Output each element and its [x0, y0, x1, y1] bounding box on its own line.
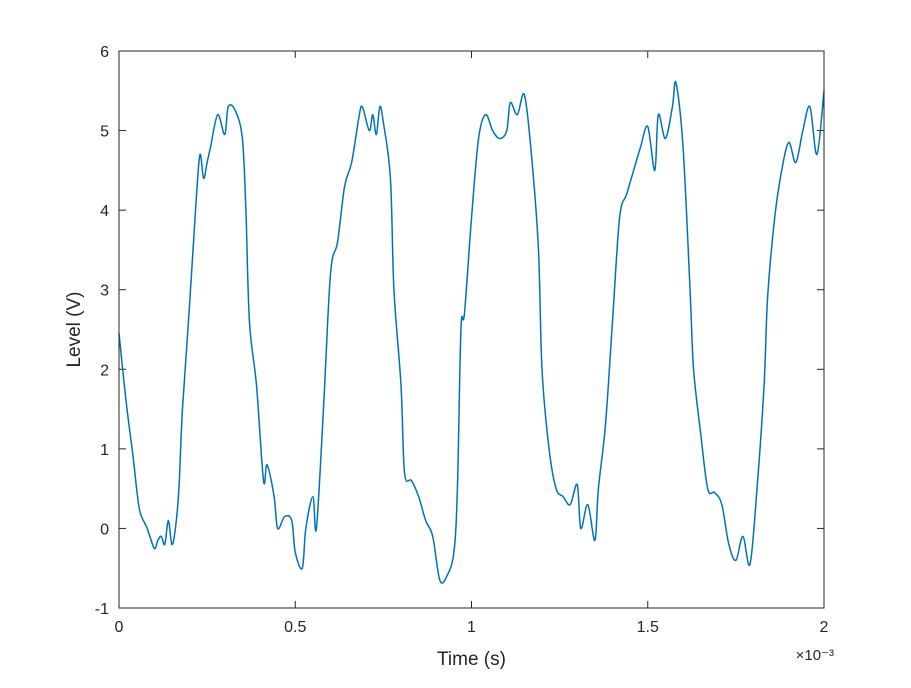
y-tick-label: 6 [100, 44, 109, 61]
x-axis-multiplier: ×10⁻³ [796, 647, 834, 664]
y-tick-label: 0 [100, 521, 109, 538]
x-tick-label: 1.5 [637, 619, 659, 636]
series-layer [118, 80, 825, 584]
x-axis-label: Time (s) [437, 649, 506, 670]
y-axis-label: Level (V) [64, 291, 85, 367]
y-tick-label: 2 [100, 362, 109, 379]
y-tick-label: -1 [95, 601, 109, 618]
axes-box [118, 50, 825, 609]
series-line [118, 80, 825, 584]
x-tick-label: 0.5 [284, 619, 306, 636]
y-tick-label: 5 [100, 124, 109, 141]
x-tick-label: 1 [467, 619, 476, 636]
y-tick-label: 3 [100, 283, 109, 300]
plot-area-background [119, 51, 824, 608]
y-tick-label: 1 [100, 442, 109, 459]
x-tick-label: 2 [820, 619, 829, 636]
y-tick-label: 4 [100, 203, 109, 220]
x-tick-label: 0 [115, 619, 124, 636]
axis-tick-labels: 0 0.5 1 1.5 2 -1 0 1 2 3 4 5 6 [95, 44, 829, 636]
